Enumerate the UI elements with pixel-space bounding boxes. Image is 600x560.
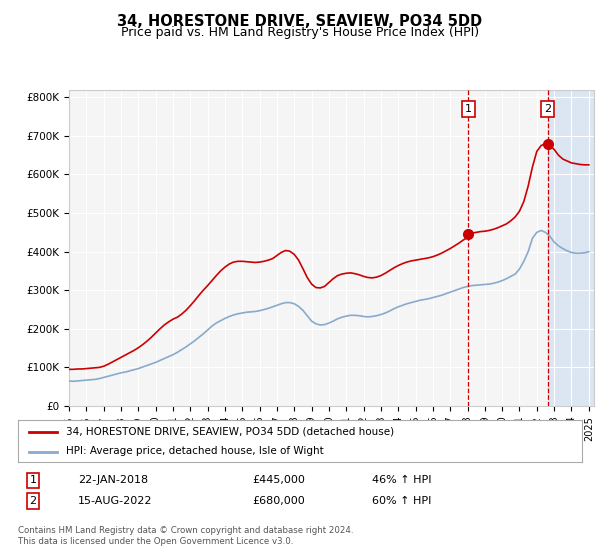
Bar [548,90,594,406]
Text: 60% ↑ HPI: 60% ↑ HPI [372,496,431,506]
Text: 34, HORESTONE DRIVE, SEAVIEW, PO34 5DD: 34, HORESTONE DRIVE, SEAVIEW, PO34 5DD [118,14,482,29]
Text: £445,000: £445,000 [252,475,305,486]
Text: 2: 2 [544,104,551,114]
Text: Contains HM Land Registry data © Crown copyright and database right 2024.
This d: Contains HM Land Registry data © Crown c… [18,526,353,546]
Text: 1: 1 [465,104,472,114]
Text: 1: 1 [29,475,37,486]
Text: 22-JAN-2018: 22-JAN-2018 [78,475,148,486]
Text: 34, HORESTONE DRIVE, SEAVIEW, PO34 5DD (detached house): 34, HORESTONE DRIVE, SEAVIEW, PO34 5DD (… [66,427,394,437]
Text: 2: 2 [29,496,37,506]
Text: £680,000: £680,000 [252,496,305,506]
Text: 15-AUG-2022: 15-AUG-2022 [78,496,152,506]
Text: 46% ↑ HPI: 46% ↑ HPI [372,475,431,486]
Text: HPI: Average price, detached house, Isle of Wight: HPI: Average price, detached house, Isle… [66,446,323,456]
Text: Price paid vs. HM Land Registry's House Price Index (HPI): Price paid vs. HM Land Registry's House … [121,26,479,39]
